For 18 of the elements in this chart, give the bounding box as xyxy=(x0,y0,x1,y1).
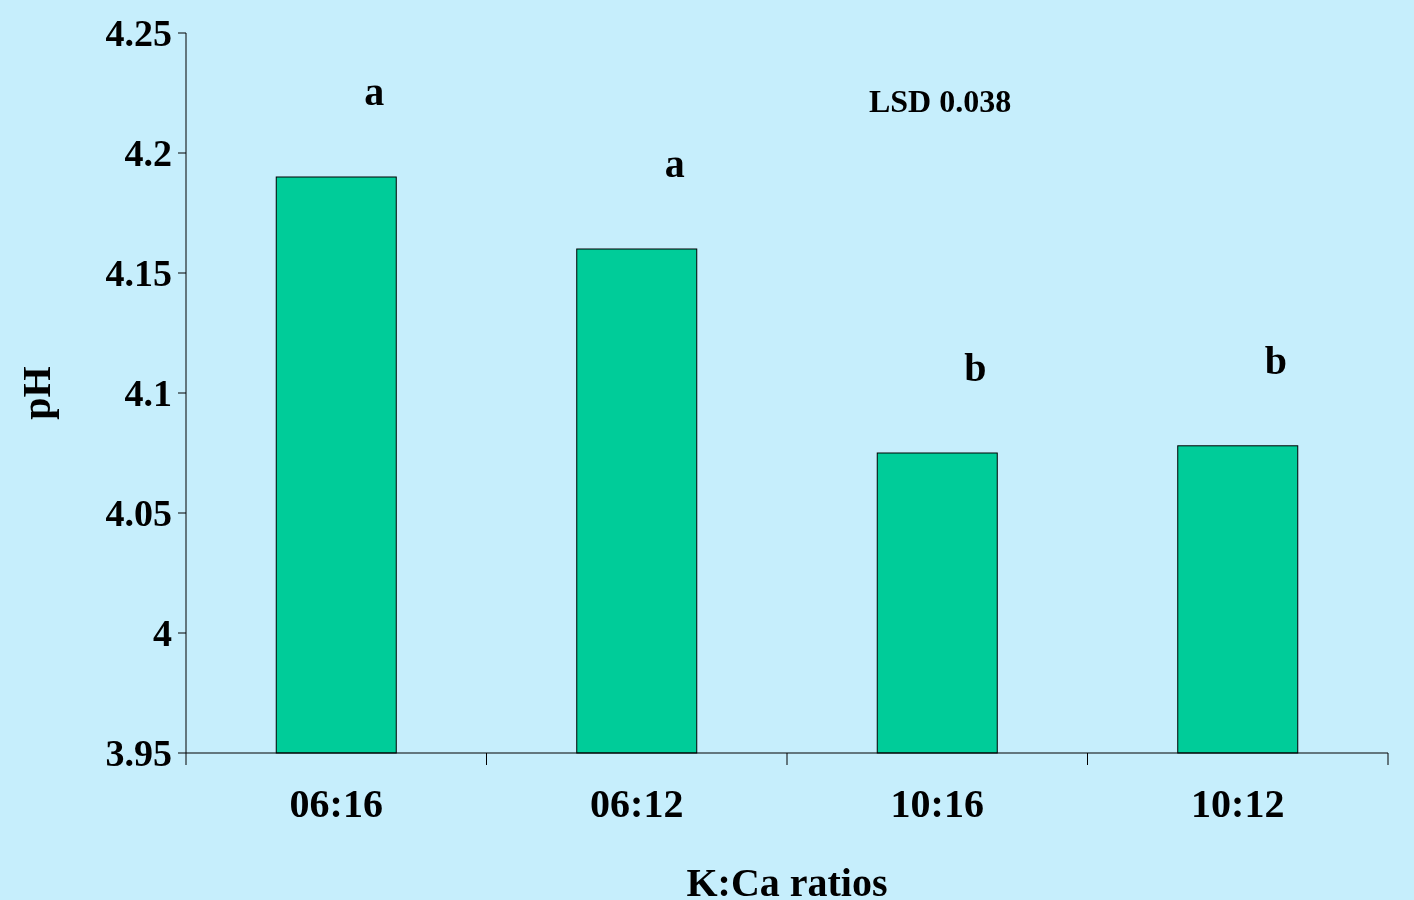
x-tick-label: 10:16 xyxy=(890,781,984,826)
x-axis-title: K:Ca ratios xyxy=(686,860,888,900)
y-tick-label: 4.25 xyxy=(105,12,172,55)
y-tick-label: 4.2 xyxy=(124,132,172,175)
y-axis-title: pH xyxy=(14,366,59,420)
y-tick-label: 4.05 xyxy=(105,492,172,535)
y-tick-label: 4 xyxy=(153,612,172,655)
annotation: b xyxy=(964,345,987,390)
annotation: a xyxy=(664,141,685,186)
y-tick-label: 3.95 xyxy=(105,732,172,775)
x-tick-label: 10:12 xyxy=(1191,781,1285,826)
annotation: a xyxy=(364,69,385,114)
x-tick-label: 06:16 xyxy=(289,781,383,826)
annotation: LSD 0.038 xyxy=(868,83,1012,119)
annotation: b xyxy=(1264,337,1287,383)
x-tick-label: 06:12 xyxy=(590,781,684,826)
y-tick-label: 4.15 xyxy=(105,252,172,295)
y-tick-label: 4.1 xyxy=(124,372,172,415)
